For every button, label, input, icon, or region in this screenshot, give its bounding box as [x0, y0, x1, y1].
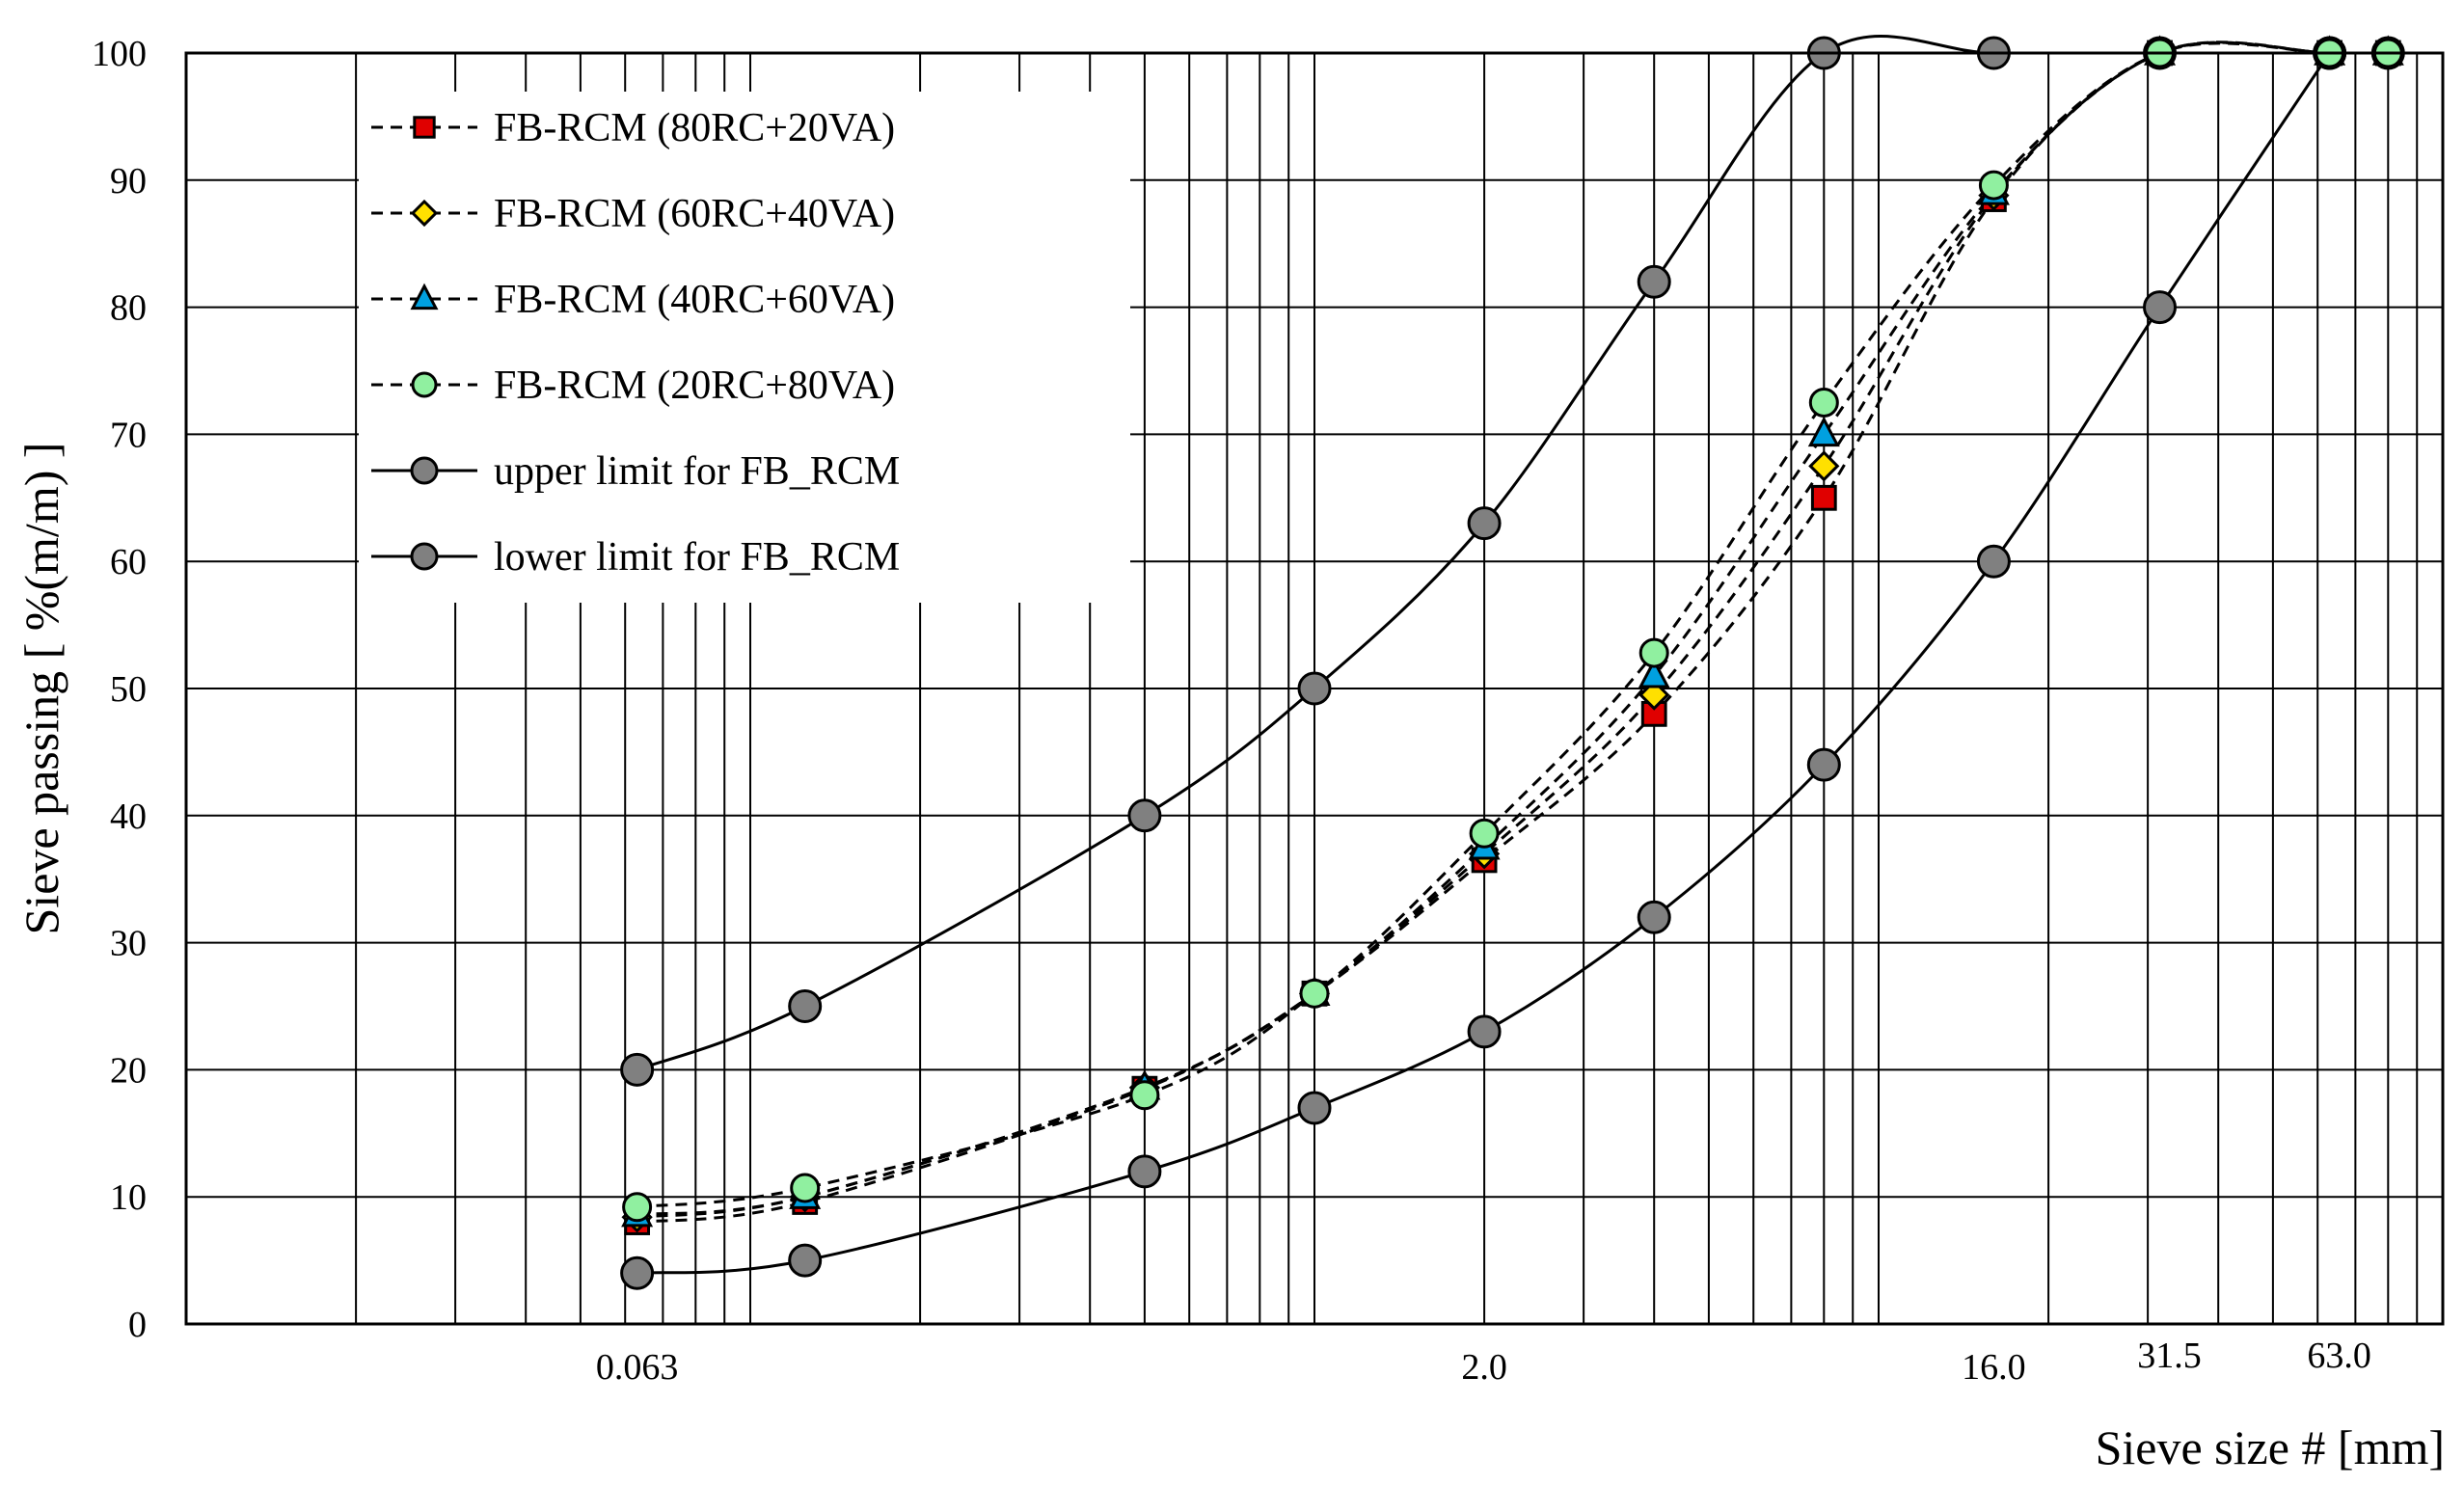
- series-3-point-5: [1638, 637, 1669, 668]
- series-4-point-4: [1467, 506, 1502, 541]
- legend-marker-2: [410, 283, 439, 310]
- series-5-point-5: [1637, 900, 1671, 934]
- y-tick-label-2: 20: [110, 1050, 147, 1091]
- series-4-point-2: [1127, 798, 1162, 833]
- y-tick-label-1: 10: [110, 1177, 147, 1218]
- x-tick-label-3: 31.5: [2137, 1336, 2202, 1376]
- y-tick-label-7: 70: [110, 415, 147, 455]
- series-5-point-6: [1806, 747, 1841, 782]
- series-5-point-3: [1297, 1091, 1332, 1125]
- series-5-point-0: [620, 1256, 655, 1290]
- series-0-point-6: [1810, 484, 1837, 511]
- series-5-point-8: [2143, 290, 2178, 325]
- x-tick-label-2: 16.0: [1962, 1347, 2026, 1388]
- series-4-point-1: [788, 989, 823, 1023]
- y-tick-label-4: 40: [110, 796, 147, 837]
- legend-label-4: upper limit for FB_RCM: [494, 449, 900, 494]
- legend-marker-1: [410, 199, 439, 228]
- y-tick-label-3: 30: [110, 924, 147, 964]
- series-line-3: [636, 41, 2389, 1209]
- series-1-point-6: [1808, 450, 1840, 482]
- legend-label-0: FB-RCM (80RC+20VA): [494, 106, 895, 150]
- series-5-point-7: [1976, 544, 2011, 579]
- series-5-point-1: [788, 1243, 823, 1278]
- x-axis-ticks: 0.063 2.0 16.0 31.5 63.0: [596, 1336, 2371, 1388]
- series-2-point-5: [1638, 658, 1670, 688]
- legend: FB-RCM (80RC+20VA) FB-RCM (60RC+40VA) FB-R…: [371, 106, 900, 580]
- series-5-point-2: [1127, 1154, 1162, 1189]
- legend-label-1: FB-RCM (60RC+40VA): [494, 192, 895, 236]
- series-1-point-5: [1638, 679, 1670, 711]
- y-tick-label-5: 50: [110, 669, 147, 710]
- legend-label-2: FB-RCM (40RC+60VA): [494, 278, 895, 322]
- y-tick-label-8: 80: [110, 288, 147, 329]
- legend-box: [359, 92, 1130, 603]
- series-line-5: [636, 52, 2331, 1275]
- series-3-point-3: [1299, 978, 1330, 1009]
- legend-label-3: FB-RCM (20RC+80VA): [494, 364, 895, 408]
- legend-marker-0: [413, 116, 436, 139]
- series-3-point-7: [1978, 170, 2009, 201]
- legend-marker-5: [410, 542, 439, 571]
- y-tick-label-0: 0: [128, 1305, 147, 1345]
- series-3-point-4: [1469, 818, 1500, 849]
- x-axis-title: Sieve size # [mm]: [2096, 1420, 2445, 1474]
- plot-frame: [184, 51, 2445, 1326]
- series-markers: [620, 35, 2405, 1290]
- series-4-point-5: [1637, 264, 1671, 299]
- series-3-point-1: [790, 1173, 821, 1203]
- series-3-point-0: [622, 1192, 653, 1223]
- x-tick-label-0: 0.063: [596, 1347, 679, 1388]
- series-2-point-6: [1807, 416, 1840, 447]
- legend-marker-3: [411, 371, 438, 398]
- y-axis-ticks: 0 10 20 30 40 50 60 70 80 90 100: [92, 34, 147, 1345]
- legend-marker-4: [410, 456, 439, 485]
- x-tick-label-1: 2.0: [1461, 1347, 1507, 1388]
- y-tick-label-9: 90: [110, 161, 147, 202]
- series-lines: [636, 34, 2389, 1275]
- series-4-point-3: [1297, 671, 1332, 706]
- series-3-point-2: [1129, 1080, 1160, 1111]
- y-axis-title: Sieve passing [ %(m/m) ]: [14, 442, 68, 934]
- x-tick-label-4: 63.0: [2307, 1336, 2371, 1376]
- y-tick-label-10: 100: [92, 34, 147, 74]
- series-5-point-4: [1467, 1014, 1502, 1049]
- legend-label-5: lower limit for FB_RCM: [494, 535, 900, 580]
- y-tick-label-6: 60: [110, 542, 147, 582]
- series-3-point-6: [1808, 387, 1839, 418]
- series-line-0: [636, 40, 2389, 1225]
- series-4-point-0: [620, 1052, 655, 1087]
